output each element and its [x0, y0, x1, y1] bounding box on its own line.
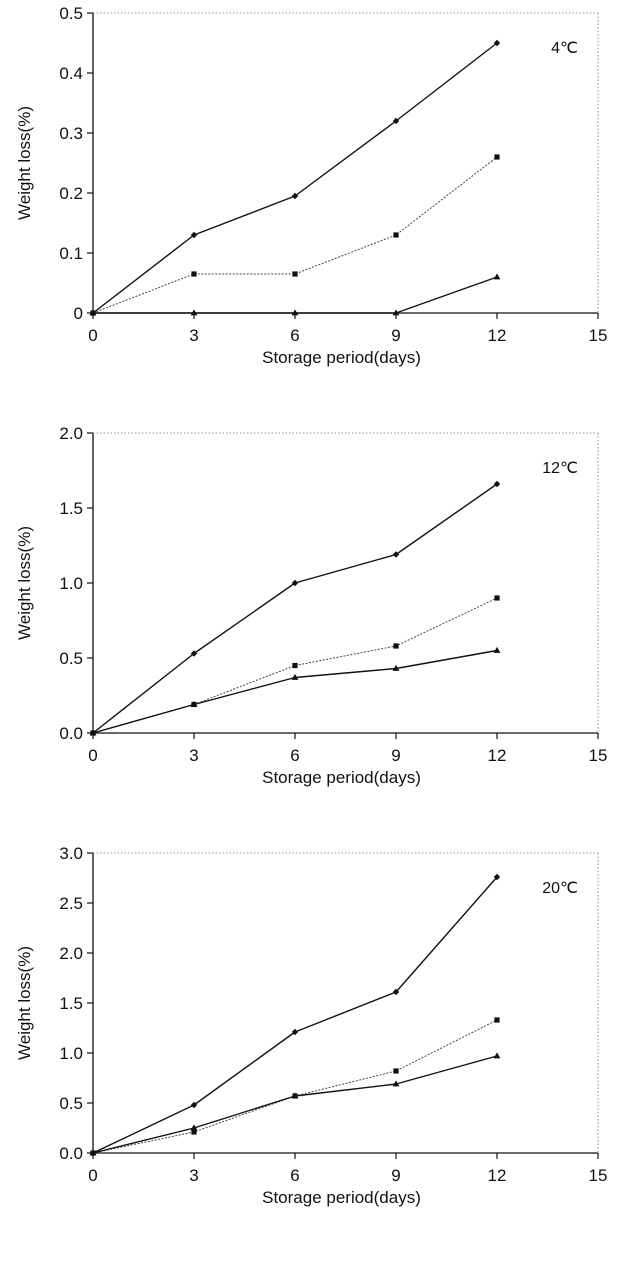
data-point-triangle	[190, 700, 198, 707]
data-point-square	[393, 643, 399, 649]
x-tick-label: 9	[391, 746, 400, 765]
y-tick-label: 0.5	[59, 649, 83, 668]
chart-panel-4c: 0 0.1 0.2 0.3 0.4 0.5 0 3 6 9 12 15 Storage period(d…	[0, 0, 622, 420]
data-point-triangle	[89, 729, 97, 736]
x-tick-label: 9	[391, 1166, 400, 1185]
data-point-diamond	[392, 117, 400, 125]
data-point-triangle	[190, 1124, 198, 1131]
x-tick-label: 15	[589, 326, 608, 345]
series-line-diamond	[92, 876, 498, 1154]
chart-12c: 0.0 0.5 1.0 1.5 2.0 0 3 6 9 12 15 Storage period(da…	[15, 424, 608, 787]
data-point-triangle	[493, 646, 501, 653]
x-tick-label: 9	[391, 326, 400, 345]
x-axis-title: Storage period(days)	[262, 348, 421, 367]
chart-panel-20c: 0.0 0.5 1.0 1.5 2.0 2.5 3.0 0 3 6 9 12 15 Storage per…	[0, 840, 622, 1260]
x-tick-label: 3	[189, 1166, 198, 1185]
data-point-triangle	[291, 309, 299, 316]
x-tick-label: 12	[488, 746, 507, 765]
temperature-label: 20℃	[542, 880, 578, 897]
data-point-diamond	[291, 579, 299, 587]
temperature-label: 4℃	[551, 40, 578, 57]
y-tick-label: 0	[74, 304, 83, 323]
data-point-square	[191, 1129, 197, 1135]
y-axis-title: Weight loss(%)	[15, 946, 34, 1060]
y-tick-label: 0.5	[59, 4, 83, 23]
data-point-triangle	[190, 309, 198, 316]
x-tick-label: 15	[589, 746, 608, 765]
data-point-square	[393, 232, 399, 238]
data-point-triangle	[493, 273, 501, 280]
data-point-square	[191, 271, 197, 277]
series-line-square	[92, 156, 498, 314]
x-tick-label: 6	[290, 746, 299, 765]
y-tick-label: 1.5	[59, 994, 83, 1013]
y-tick-label: 0.0	[59, 724, 83, 743]
data-point-diamond	[190, 231, 198, 239]
x-tick-label: 12	[488, 326, 507, 345]
data-point-diamond	[493, 873, 501, 881]
data-point-square	[494, 595, 500, 601]
x-tick-label: 12	[488, 1166, 507, 1185]
y-axis-title: Weight loss(%)	[15, 106, 34, 220]
data-point-triangle	[89, 309, 97, 316]
data-point-diamond	[392, 988, 400, 996]
y-tick-label: 0.5	[59, 1094, 83, 1113]
data-point-square	[292, 662, 298, 669]
data-point-triangle	[89, 1149, 97, 1156]
data-point-triangle	[392, 309, 400, 316]
data-point-triangle	[493, 1052, 501, 1059]
x-tick-label: 0	[88, 746, 97, 765]
data-point-square	[494, 1017, 500, 1023]
x-tick-label: 15	[589, 1166, 608, 1185]
temperature-label: 12℃	[542, 460, 578, 477]
x-tick-label: 0	[88, 1166, 97, 1185]
y-tick-label: 2.0	[59, 944, 83, 963]
y-axis-title: Weight loss(%)	[15, 526, 34, 640]
x-tick-label: 6	[290, 1166, 299, 1185]
data-point-diamond	[291, 192, 299, 200]
y-tick-label: 1.0	[59, 1044, 83, 1063]
y-tick-label: 1.0	[59, 574, 83, 593]
y-tick-label: 0.3	[59, 124, 83, 143]
x-tick-label: 0	[88, 326, 97, 345]
data-point-triangle	[392, 1080, 400, 1087]
data-point-diamond	[392, 551, 400, 558]
x-tick-label: 3	[189, 326, 198, 345]
x-axis-title: Storage period(days)	[262, 768, 421, 787]
y-tick-label: 2.0	[59, 424, 83, 443]
data-point-diamond	[493, 480, 501, 488]
y-tick-label: 0.0	[59, 1144, 83, 1163]
chart-panel-12c: 0.0 0.5 1.0 1.5 2.0 0 3 6 9 12 15 Storage period(da…	[0, 420, 622, 840]
data-point-diamond	[493, 39, 501, 47]
data-point-diamond	[190, 1101, 198, 1109]
chart-4c: 0 0.1 0.2 0.3 0.4 0.5 0 3 6 9 12 15 Storage period(d…	[15, 4, 608, 367]
data-point-square	[494, 154, 500, 160]
data-point-square	[292, 271, 298, 277]
data-point-diamond	[190, 650, 198, 657]
y-tick-label: 0.2	[59, 184, 83, 203]
y-tick-label: 0.1	[59, 244, 83, 263]
y-tick-label: 1.5	[59, 499, 83, 518]
series-line-square	[92, 1019, 498, 1154]
y-tick-label: 2.5	[59, 894, 83, 913]
data-point-triangle	[392, 664, 400, 671]
chart-20c: 0.0 0.5 1.0 1.5 2.0 2.5 3.0 0 3 6 9 12 15 Storage per…	[15, 844, 608, 1207]
series-line-diamond	[92, 483, 498, 734]
x-tick-label: 3	[189, 746, 198, 765]
series-line-triangle	[92, 1055, 498, 1154]
data-point-triangle	[291, 673, 299, 680]
y-tick-label: 0.4	[59, 64, 83, 83]
x-tick-label: 6	[290, 326, 299, 345]
series-line-triangle	[93, 276, 498, 314]
data-point-diamond	[291, 1028, 299, 1036]
series-line-triangle	[92, 649, 498, 734]
data-point-triangle	[291, 1092, 299, 1099]
y-tick-label: 3.0	[59, 844, 83, 863]
x-axis-title: Storage period(days)	[262, 1188, 421, 1207]
data-point-square	[393, 1068, 399, 1074]
